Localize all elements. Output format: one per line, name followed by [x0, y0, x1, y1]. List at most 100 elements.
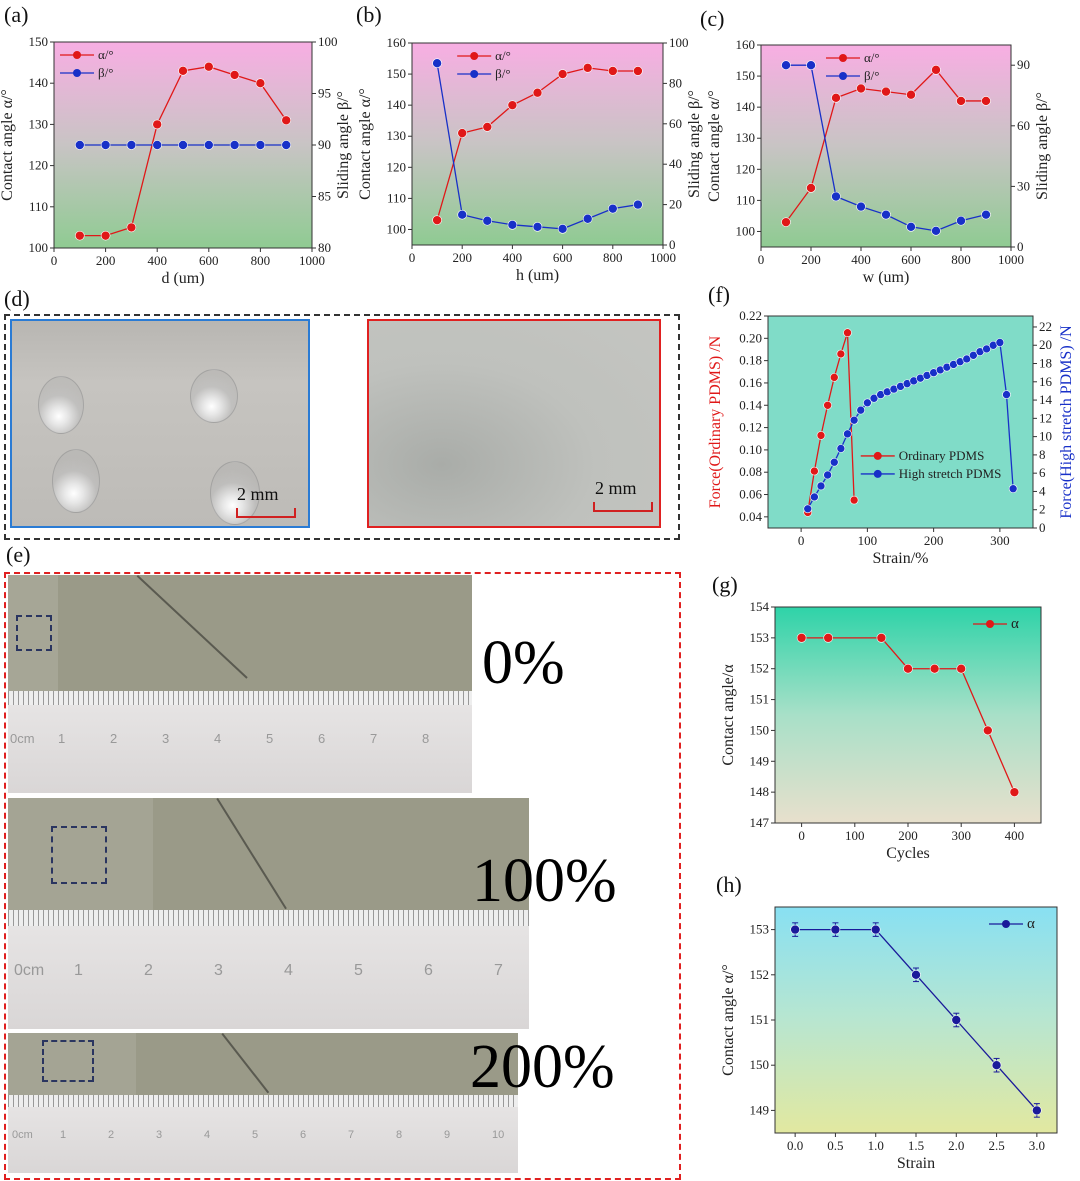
legend-label: α: [1027, 916, 1035, 932]
data-point: [870, 924, 881, 935]
ruler-number: 2: [144, 962, 153, 979]
data-point: [951, 1015, 962, 1025]
selection-box: [42, 1040, 94, 1082]
data-point: [126, 222, 137, 233]
y-tick-label: 0.04: [739, 509, 762, 524]
y-tick-label: 120: [29, 158, 49, 173]
y-tick-label: 147: [750, 815, 770, 830]
legend: α: [989, 916, 1035, 932]
panel-d-frame: [4, 314, 680, 540]
y2-tick-label: 18: [1039, 356, 1052, 371]
ruler-number: 3: [214, 962, 223, 979]
data-point: [991, 1060, 1002, 1070]
x-tick-label: 600: [199, 253, 219, 268]
data-point: [152, 140, 162, 150]
x-tick-label: 400: [503, 250, 523, 265]
y2-tick-label: 30: [1017, 178, 1030, 193]
data-point: [790, 924, 800, 935]
panel-e-frame: [4, 572, 681, 1180]
data-point: [255, 78, 266, 88]
data-point: [1002, 390, 1011, 399]
ruler-number: 1: [60, 1129, 67, 1141]
ruler-number: 9: [444, 1129, 451, 1141]
data-point: [281, 115, 292, 126]
y-axis-label: Contact angle α/°: [706, 90, 723, 202]
data-point: [962, 354, 972, 364]
data-point: [557, 224, 568, 234]
y-tick-label: 0.22: [739, 308, 762, 323]
x-tick-label: 400: [147, 253, 167, 268]
panel-label-e: (e): [6, 542, 31, 567]
ruler-number: 8: [422, 731, 430, 746]
x-tick-label: 300: [990, 533, 1010, 548]
data-point: [810, 492, 819, 502]
panel-label-b: (b): [356, 2, 382, 27]
selection-box: [51, 826, 107, 884]
data-point: [876, 633, 887, 643]
data-point: [457, 128, 468, 138]
water-droplet: [52, 449, 100, 513]
data-point: [229, 70, 240, 80]
x-tick-label: 100: [845, 828, 865, 843]
x-tick-label: 100: [858, 533, 878, 548]
y2-tick-label: 95: [318, 86, 331, 101]
stretch-photo-200: 0cm 123456789101112: [8, 1033, 518, 1173]
ruler-number: 2: [110, 731, 118, 746]
y-tick-label: 100: [29, 240, 49, 255]
panel-label-g: (g): [712, 572, 738, 597]
legend: Ordinary PDMS High stretch PDMS: [860, 448, 1002, 481]
ruler-number: 1: [74, 962, 83, 979]
data-point: [831, 93, 841, 103]
data-point: [255, 140, 266, 150]
data-point: [204, 140, 214, 150]
legend-marker: [470, 52, 479, 60]
legend-label: High stretch PDMS: [899, 466, 1002, 481]
y-tick-label: 110: [387, 190, 406, 205]
ruler-number: 4: [284, 962, 293, 979]
y-tick-label: 153: [750, 630, 770, 645]
x-tick-label: 200: [801, 252, 821, 267]
data-point: [849, 415, 859, 425]
data-point: [1009, 787, 1020, 797]
ruler-number: 5: [266, 731, 274, 746]
y-axis-label: Contact angle/α: [720, 664, 737, 766]
ruler-number: 1: [58, 731, 66, 746]
y-axis-label: Force(Ordinary PDMS) /N: [707, 335, 724, 508]
series-highstretchpdms: [803, 338, 1018, 514]
series-: [432, 58, 643, 234]
data-point: [956, 96, 966, 106]
y-tick-label: 0.12: [739, 420, 762, 435]
y-tick-label: 150: [750, 1057, 770, 1072]
y-tick-label: 130: [736, 130, 756, 145]
data-point: [810, 466, 819, 476]
panel-label-c: (c): [700, 6, 725, 31]
plot-area: [774, 606, 1042, 824]
y-tick-label: 100: [736, 223, 756, 238]
legend-label: β/°: [495, 66, 510, 81]
strain-label-100: 100%: [472, 847, 617, 915]
data-point: [982, 725, 993, 736]
data-point: [836, 349, 846, 359]
data-point: [482, 215, 493, 226]
data-point: [557, 69, 568, 79]
x-axis-label: Strain/%: [873, 550, 929, 567]
x-tick-label: 200: [898, 828, 918, 843]
data-point: [607, 203, 618, 214]
data-point: [843, 429, 852, 439]
data-point: [982, 344, 991, 354]
data-point: [532, 87, 543, 98]
y2-axis-label: Sliding angle β/°: [1034, 92, 1051, 200]
legend: α: [973, 616, 1019, 632]
data-point: [829, 373, 839, 382]
x-tick-label: 300: [951, 828, 971, 843]
x-tick-label: 1.0: [868, 1138, 884, 1153]
ruler-number: 4: [214, 731, 222, 746]
y2-tick-label: 20: [1039, 337, 1052, 352]
ruler-number: 3: [156, 1129, 163, 1141]
data-point: [178, 140, 188, 150]
y-tick-label: 153: [750, 922, 770, 937]
legend-label: Ordinary PDMS: [899, 448, 985, 463]
legend-marker: [873, 469, 882, 478]
chart-g: 0 100 200 300 400 147 148 149 150 151 152 153 154 Cyc…: [720, 599, 1042, 862]
data-point: [806, 183, 816, 193]
